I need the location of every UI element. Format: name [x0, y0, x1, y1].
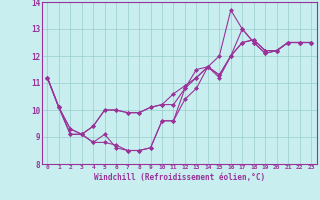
X-axis label: Windchill (Refroidissement éolien,°C): Windchill (Refroidissement éolien,°C) [94, 173, 265, 182]
